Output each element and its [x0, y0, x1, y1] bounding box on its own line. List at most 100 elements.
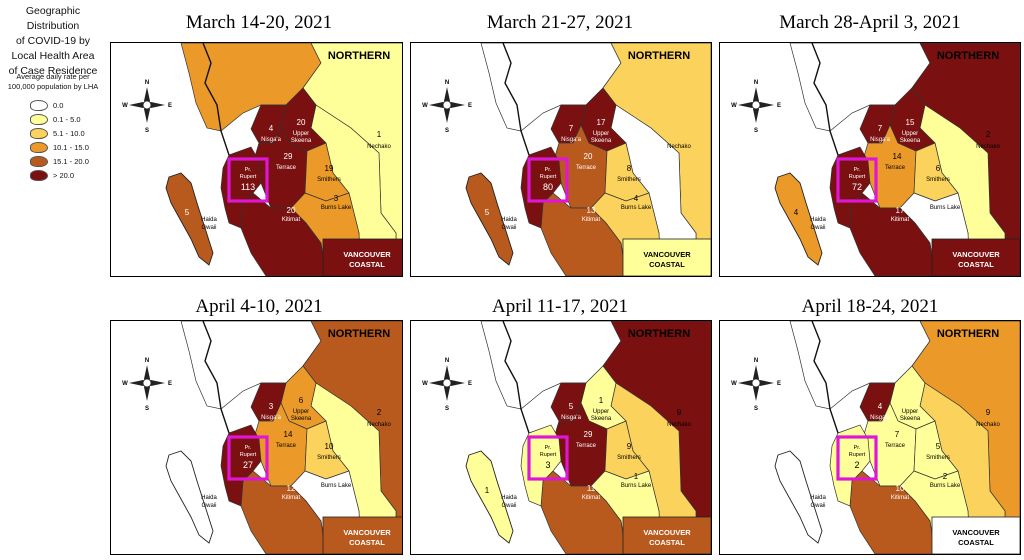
- compass-south-label: S: [754, 406, 758, 412]
- compass-west-label: W: [422, 103, 428, 109]
- terrace-rate: 14: [284, 430, 293, 439]
- legend-swatch: [30, 156, 48, 167]
- vancouver-coastal-region: [622, 238, 711, 276]
- upper-skeena-label: Skeena: [291, 138, 312, 144]
- northern-label: NORTHERN: [628, 50, 690, 62]
- prince-rupert-rate: 80: [543, 182, 553, 192]
- upper-skeena-label: Upper: [902, 131, 918, 137]
- haida-gwaii-label: Gwaii: [201, 503, 216, 509]
- compass-rose-icon: [738, 365, 774, 401]
- haida-gwaii-label: Gwaii: [501, 503, 516, 509]
- prince-rupert-label: Rupert: [240, 174, 257, 180]
- nisgaa-rate: 4: [878, 402, 883, 411]
- haida-gwaii-label: Gwaii: [810, 503, 825, 509]
- legend-swatch: [30, 142, 48, 153]
- prince-rupert-label: Rupert: [540, 174, 557, 180]
- panel-title-april-11-17: April 11-17, 2021: [492, 296, 628, 317]
- haida-gwaii-label: Gwaii: [201, 225, 216, 231]
- haida-gwaii-label: Haida: [201, 217, 217, 223]
- kitimat-label: Kitimat: [282, 217, 301, 223]
- prince-rupert-highlight-box: [527, 157, 569, 203]
- smithers-rate: 19: [325, 164, 334, 173]
- upper-skeena-label: Skeena: [591, 416, 612, 422]
- vancouver-coastal-region: [322, 516, 402, 554]
- map-panel-april-4-10: N S W E NORTHERN VANCOUVER COASTAL Haida Gwaii Ni…: [110, 320, 403, 555]
- compass-south-label: S: [145, 406, 149, 412]
- smithers-rate: 5: [936, 442, 941, 451]
- upper-skeena-label: Upper: [902, 409, 918, 415]
- nechako-label: Nechako: [976, 144, 1000, 150]
- vancouver-coastal-label: COASTAL: [349, 260, 385, 269]
- upper-skeena-label: Upper: [593, 409, 609, 415]
- legend-subtitle: Average daily rate per 100,000 populatio…: [2, 72, 104, 92]
- kitimat-label: Kitimat: [891, 217, 910, 223]
- smithers-rate: 10: [325, 442, 334, 451]
- panel-title-april-4-10: April 4-10, 2021: [195, 296, 323, 317]
- upper-skeena-rate: 17: [597, 118, 606, 127]
- map-legend: Geographic Distribution of COVID-19 by L…: [0, 0, 106, 200]
- upper-skeena-label: Skeena: [900, 416, 921, 422]
- compass-rose-icon: [738, 87, 774, 123]
- compass-south-label: S: [445, 128, 449, 134]
- nechako-rate: 2: [377, 408, 382, 417]
- prince-rupert-label: Pr.: [245, 445, 252, 451]
- prince-rupert-rate: 113: [241, 182, 255, 192]
- compass-south-label: S: [145, 128, 149, 134]
- smithers-rate: 8: [627, 164, 632, 173]
- upper-skeena-rate: 6: [299, 396, 304, 405]
- burns-lake-rate: 4: [634, 194, 639, 203]
- legend-title-line: Local Health Area: [11, 50, 95, 62]
- nechako-label: Nechako: [367, 144, 391, 150]
- prince-rupert-label: Rupert: [849, 452, 866, 458]
- northern-label: NORTHERN: [937, 50, 999, 62]
- compass-east-label: E: [168, 381, 172, 387]
- compass-west-label: W: [731, 103, 737, 109]
- terrace-label: Terrace: [885, 443, 906, 449]
- nechako-label: Nechako: [667, 422, 691, 428]
- vancouver-coastal-label: VANCOUVER: [643, 528, 691, 537]
- compass-north-label: N: [145, 80, 149, 86]
- haida-gwaii-label: Haida: [501, 495, 517, 501]
- haida-gwaii-label: Haida: [810, 495, 826, 501]
- burns-lake-label: Burns Lake: [621, 483, 652, 489]
- nisgaa-rate: 7: [878, 124, 883, 133]
- legend-subtitle-line: 100,000 population by LHA: [7, 82, 99, 91]
- panel-title-march-28-april-3: March 28-April 3, 2021: [779, 12, 961, 33]
- nisgaa-label: Nisga'a: [261, 415, 281, 421]
- compass-east-label: E: [777, 381, 781, 387]
- prince-rupert-rate: 3: [545, 460, 550, 470]
- compass-east-label: E: [468, 381, 472, 387]
- nechako-label: Nechako: [976, 422, 1000, 428]
- compass-east-label: E: [168, 103, 172, 109]
- upper-skeena-rate: 1: [599, 396, 604, 405]
- vancouver-coastal-label: VANCOUVER: [952, 528, 1000, 537]
- terrace-rate: 14: [893, 152, 902, 161]
- haida-gwaii-region: [774, 172, 823, 266]
- legend-item-label: > 20.0: [53, 171, 75, 180]
- compass-rose-icon: [129, 365, 165, 401]
- vancouver-coastal-region: [322, 238, 402, 276]
- terrace-label: Terrace: [276, 165, 297, 171]
- compass-south-label: S: [754, 128, 758, 134]
- coastline: [502, 321, 530, 434]
- burns-lake-label: Burns Lake: [621, 205, 652, 211]
- compass-east-label: E: [468, 103, 472, 109]
- legend-item: 15.1 - 20.0: [30, 156, 89, 167]
- vancouver-coastal-label: VANCOUVER: [343, 528, 391, 537]
- nisgaa-label: Nisga'a: [261, 137, 281, 143]
- compass-rose-icon: [129, 87, 165, 123]
- map-panel-march-14-20: N S W E NORTHERN VANCOUVER COASTAL Haida Gwaii Ni…: [110, 42, 403, 277]
- legend-item: > 20.0: [30, 170, 74, 181]
- compass-east-label: E: [777, 103, 781, 109]
- kitimat-label: Kitimat: [582, 217, 601, 223]
- smithers-label: Smithers: [317, 455, 341, 461]
- nisgaa-rate: 5: [569, 402, 574, 411]
- nechako-rate: 2: [986, 130, 991, 139]
- prince-rupert-highlight-box: [227, 157, 269, 203]
